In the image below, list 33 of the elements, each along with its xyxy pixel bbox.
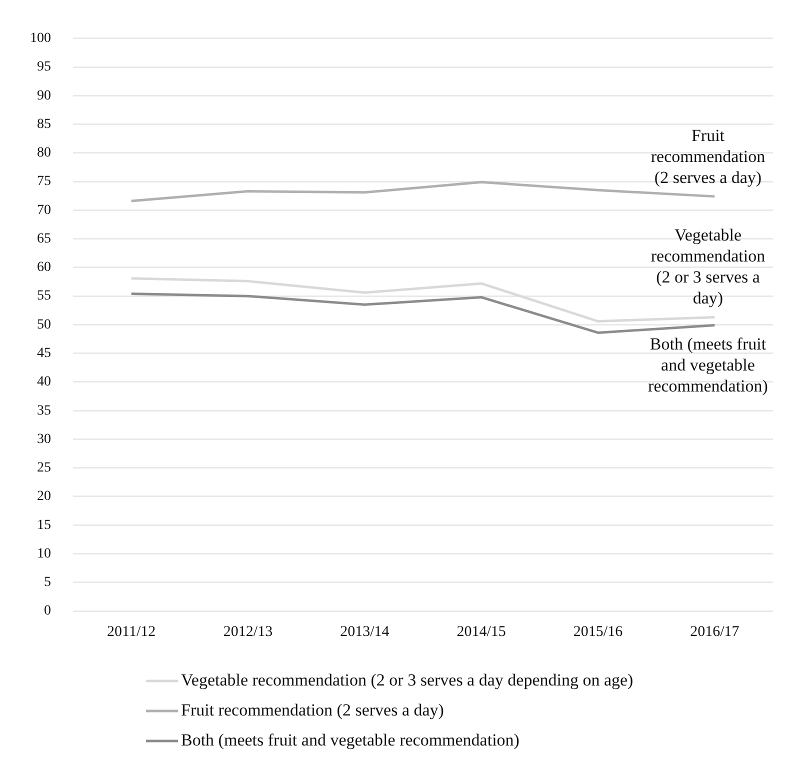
y-tick-label: 5 [44,575,51,590]
x-tick-label: 2013/14 [340,624,390,640]
x-tick-label: 2012/13 [223,624,273,640]
y-tick-label: 60 [37,260,51,276]
x-tick-label: 2014/15 [456,624,506,640]
annotation: Both (meets fruit and vegetable recommendation) [648,334,768,396]
y-tick-label: 45 [37,346,51,361]
legend-label: Vegetable recommendation (2 or 3 serves a day depending on age) [181,670,634,690]
y-tick-label: 70 [37,202,51,218]
y-tick-label: 25 [37,460,51,476]
y-tick-label: 65 [37,231,51,246]
y-tick-label: 20 [37,489,51,504]
legend-label: Both (meets fruit and vegetable recommendation) [181,730,520,750]
y-tick-label: 55 [37,288,51,304]
legend-label: Fruit recommendation (2 serves a day) [181,700,444,720]
y-tick-label: 90 [37,88,51,104]
y-tick-label: 10 [37,546,51,562]
annotation: Vegetable recommendation (2 or 3 serves a day) [650,226,766,308]
y-tick-label: 85 [37,116,51,132]
y-tick-label: 30 [37,432,51,447]
y-tick-label: 50 [37,317,51,332]
y-tick-label: 80 [37,146,51,161]
y-tick-label: 95 [37,60,51,75]
y-tick-label: 35 [37,403,51,418]
annotation: Fruit recommendation (2 serves a day) [650,126,766,187]
y-tick-label: 100 [30,31,51,46]
y-tick-label: 40 [37,374,51,390]
y-tick-label: 15 [37,518,51,533]
y-tick-label: 75 [37,174,51,190]
x-tick-label: 2015/16 [573,624,624,640]
y-tick-label: 0 [44,604,51,619]
x-tick-label: 2011/12 [107,624,156,640]
x-tick-label: 2016/17 [690,624,740,640]
